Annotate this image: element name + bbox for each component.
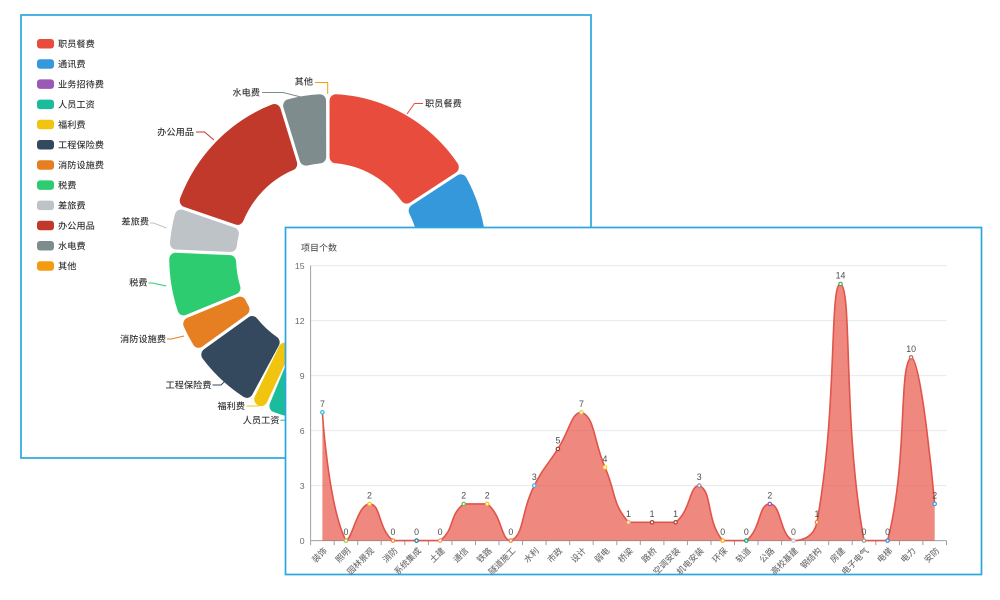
svg-text:0: 0 [720, 527, 725, 537]
svg-text:5: 5 [555, 435, 560, 445]
svg-text:2: 2 [367, 490, 372, 500]
svg-text:0: 0 [744, 527, 749, 537]
svg-text:1: 1 [814, 509, 819, 519]
svg-text:0: 0 [300, 536, 305, 546]
svg-text:15: 15 [295, 261, 305, 271]
svg-text:0: 0 [343, 527, 348, 537]
svg-text:3: 3 [300, 481, 305, 491]
svg-text:9: 9 [300, 371, 305, 381]
svg-text:2: 2 [767, 490, 772, 500]
svg-text:0: 0 [438, 527, 443, 537]
svg-text:1: 1 [650, 509, 655, 519]
svg-text:1: 1 [626, 509, 631, 519]
svg-text:3: 3 [532, 472, 537, 482]
svg-text:2: 2 [932, 490, 937, 500]
svg-text:2: 2 [485, 490, 490, 500]
svg-text:7: 7 [579, 399, 584, 409]
svg-text:4: 4 [603, 454, 608, 464]
svg-text:6: 6 [300, 426, 305, 436]
svg-text:12: 12 [295, 316, 305, 326]
svg-text:3: 3 [697, 472, 702, 482]
svg-text:14: 14 [836, 270, 846, 280]
svg-text:7: 7 [320, 399, 325, 409]
svg-text:0: 0 [508, 527, 513, 537]
svg-text:0: 0 [391, 527, 396, 537]
svg-text:10: 10 [906, 344, 916, 354]
svg-text:2: 2 [461, 490, 466, 500]
svg-text:1: 1 [673, 509, 678, 519]
svg-text:0: 0 [791, 527, 796, 537]
svg-text:0: 0 [862, 527, 867, 537]
svg-text:0: 0 [414, 527, 419, 537]
svg-text:0: 0 [885, 527, 890, 537]
